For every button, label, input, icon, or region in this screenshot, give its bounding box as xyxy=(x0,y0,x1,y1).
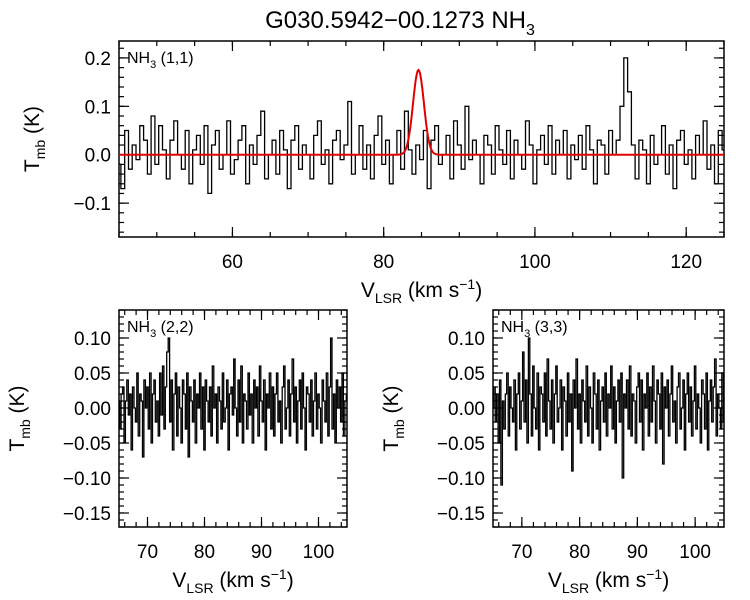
nh3-22-plot-frame xyxy=(118,309,348,528)
nh3-11-y-axis-label: Tmb (K) xyxy=(21,106,48,172)
nh3-11-minor-ticks xyxy=(118,41,725,237)
nh3-11-x-axis-label: VLSR (km s−1) xyxy=(361,276,482,306)
nh3-33-ytick-label: 0.05 xyxy=(448,364,485,385)
nh3-22-x-axis-label: VLSR (km s−1) xyxy=(172,566,293,596)
nh3-22-xtick-label: 100 xyxy=(303,542,335,563)
nh3-22-ytick-label: 0.10 xyxy=(74,329,111,350)
nh3-22-y-axis-label: Tmb (K) xyxy=(6,385,33,451)
nh3-33-spectrum-line xyxy=(493,337,724,486)
nh3-33-xtick-label: 100 xyxy=(679,542,711,563)
nh3-11-spectrum-line xyxy=(119,57,724,195)
panel-nh3-33: 70 80 90 100 −0.15 −0.10 −0.05 0.00 0.05 0.10 NH3 … xyxy=(380,309,725,596)
nh3-33-x-axis-label: VLSR (km s−1) xyxy=(548,566,669,596)
nh3-33-ytick-label: −0.15 xyxy=(437,504,485,525)
figure-title: G030.5942−00.1273 NH3 xyxy=(265,7,535,39)
nh3-33-ytick-label: 0.00 xyxy=(448,399,485,420)
nh3-22-ytick-label: 0.00 xyxy=(74,399,111,420)
nh3-33-plot-frame xyxy=(492,309,725,528)
nh3-11-ytick-label: 0.0 xyxy=(85,146,111,167)
nh3-22-xtick-label: 80 xyxy=(194,542,215,563)
panel-nh3-11: 60 80 100 120 −0.1 0.0 0.1 0.2 NH3 (1,1) VLSR (km… xyxy=(21,40,725,306)
panel-nh3-22: 70 80 90 100 −0.15 −0.10 −0.05 0.00 0.05 0.10 NH3 … xyxy=(6,309,348,596)
nh3-22-panel-label: NH3 (2,2) xyxy=(127,319,194,340)
nh3-11-xtick-label: 120 xyxy=(670,252,702,273)
nh3-11-xtick-label: 100 xyxy=(519,252,551,273)
nh3-11-xtick-label: 60 xyxy=(222,252,243,273)
nh3-22-ytick-label: −0.05 xyxy=(63,434,111,455)
nh3-33-ytick-label: −0.10 xyxy=(437,469,485,490)
nh3-33-ytick-label: −0.05 xyxy=(437,434,485,455)
nh3-11-ytick-label: 0.1 xyxy=(85,97,111,118)
nh3-22-ytick-label: −0.15 xyxy=(63,504,111,525)
nh3-22-minor-ticks xyxy=(119,309,347,528)
nh3-22-spectrum-line xyxy=(119,337,347,458)
nh3-33-xtick-label: 70 xyxy=(511,542,532,563)
nh3-11-plot-frame xyxy=(118,40,725,238)
nh3-33-minor-ticks xyxy=(493,309,724,528)
nh3-22-xtick-label: 70 xyxy=(137,542,158,563)
nh3-22-ytick-label: −0.10 xyxy=(63,469,111,490)
nh3-11-ytick-label: −0.1 xyxy=(73,194,111,215)
nh3-33-ytick-label: 0.10 xyxy=(448,329,485,350)
nh3-11-gaussian-fit-line xyxy=(119,68,724,156)
nh3-11-panel-label: NH3 (1,1) xyxy=(127,50,194,71)
nh3-11-ytick-label: 0.2 xyxy=(85,49,111,70)
nh3-33-xtick-label: 90 xyxy=(627,542,648,563)
nh3-22-xtick-label: 90 xyxy=(251,542,272,563)
nh3-33-panel-label: NH3 (3,3) xyxy=(501,319,568,340)
nh3-33-y-axis-label: Tmb (K) xyxy=(380,385,407,451)
nh3-33-xtick-label: 80 xyxy=(569,542,590,563)
nh3-22-ytick-label: 0.05 xyxy=(74,364,111,385)
nh3-11-xtick-label: 80 xyxy=(373,252,394,273)
